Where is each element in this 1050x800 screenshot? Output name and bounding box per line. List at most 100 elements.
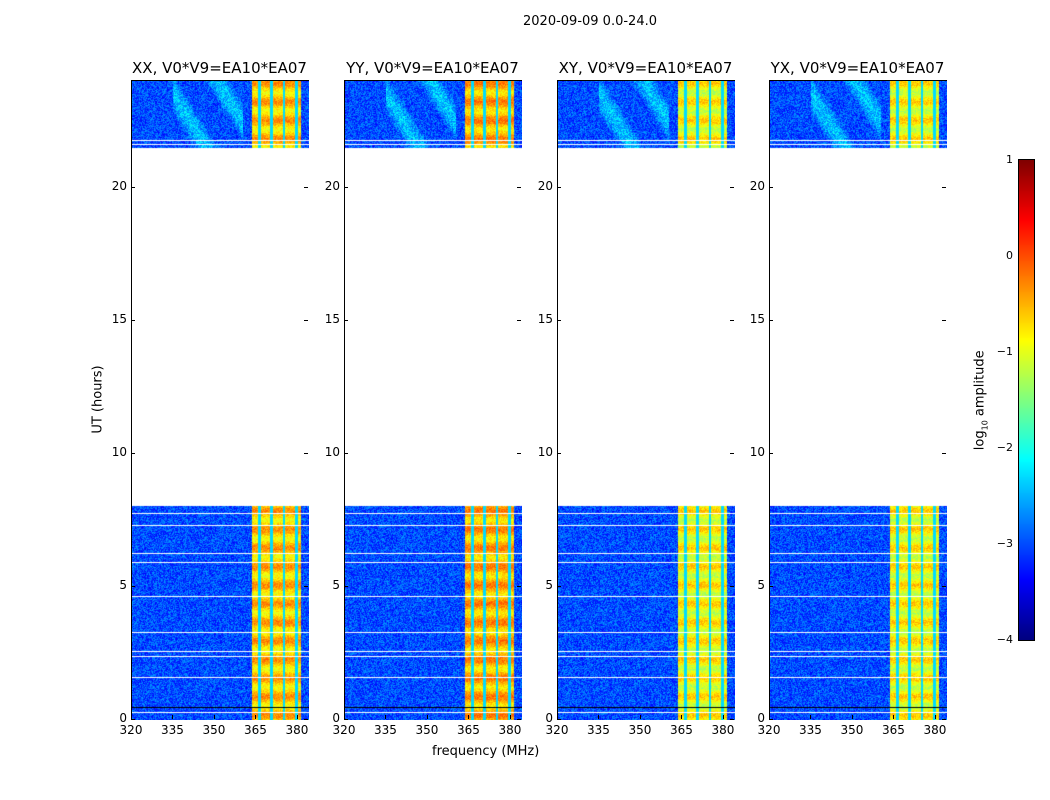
- x-tick-label: 320: [119, 723, 143, 737]
- heatmap-image: [132, 81, 309, 720]
- panel-title: YY, V0*V9=EA10*EA07: [346, 59, 519, 77]
- y-tick-label: 0: [545, 711, 553, 725]
- x-tick-mark: [722, 715, 724, 719]
- colorbar-tick-label: −4: [996, 633, 1013, 646]
- x-tick-label: 320: [757, 723, 781, 737]
- x-tick-mark: [468, 715, 470, 719]
- x-tick-mark: [769, 715, 770, 719]
- x-axis-label: frequency (MHz): [432, 744, 540, 759]
- colorbar-gradient: [1019, 160, 1034, 640]
- y-tick-mark: [730, 719, 734, 720]
- x-tick-label: 320: [332, 723, 356, 737]
- y-tick-label: 0: [119, 711, 127, 725]
- y-tick-label: 0: [332, 711, 340, 725]
- colorbar-tick-label: −2: [996, 441, 1013, 454]
- x-tick-label: 350: [628, 723, 652, 737]
- y-tick-mark: [344, 585, 348, 587]
- y-tick-mark: [131, 186, 135, 188]
- y-tick-label: 20: [537, 178, 553, 193]
- heatmap-image: [770, 81, 947, 720]
- y-tick-mark: [517, 319, 521, 321]
- y-tick-mark: [769, 186, 773, 188]
- y-tick-mark: [942, 186, 946, 188]
- x-tick-mark: [810, 715, 812, 719]
- y-tick-label: 10: [324, 444, 340, 459]
- x-tick-mark: [296, 715, 298, 719]
- y-tick-label: 15: [537, 311, 553, 326]
- x-tick-label: 350: [202, 723, 226, 737]
- x-tick-label: 365: [882, 723, 905, 737]
- colorbar-tick-label: −3: [996, 537, 1013, 550]
- x-tick-label: 350: [840, 723, 864, 737]
- x-tick-label: 380: [498, 723, 522, 737]
- y-tick-label: 20: [111, 178, 127, 193]
- panel-title: YX, V0*V9=EA10*EA07: [770, 59, 945, 77]
- y-tick-mark: [304, 585, 308, 587]
- x-tick-mark: [255, 715, 257, 719]
- x-tick-label: 335: [374, 723, 397, 737]
- figure-title: 2020-09-09 0.0-24.0: [523, 14, 657, 29]
- heatmap-panel-4: [769, 80, 947, 720]
- x-tick-mark: [598, 715, 600, 719]
- y-tick-mark: [344, 319, 348, 321]
- x-tick-mark: [557, 715, 558, 719]
- colorbar-tick-label: 0: [1006, 249, 1013, 262]
- y-tick-label: 15: [324, 311, 340, 326]
- y-tick-mark: [517, 719, 521, 720]
- y-tick-mark: [131, 585, 135, 587]
- x-tick-mark: [131, 715, 132, 719]
- x-tick-mark: [344, 715, 345, 719]
- y-tick-label: 10: [537, 444, 553, 459]
- panel-title: XY, V0*V9=EA10*EA07: [558, 59, 733, 77]
- x-tick-mark: [426, 715, 428, 719]
- y-tick-label: 5: [332, 577, 340, 592]
- y-tick-mark: [131, 719, 135, 720]
- y-tick-mark: [557, 319, 561, 321]
- y-tick-mark: [344, 186, 348, 188]
- y-tick-mark: [131, 452, 135, 454]
- y-tick-mark: [304, 719, 308, 720]
- y-tick-mark: [557, 186, 561, 188]
- y-tick-mark: [344, 452, 348, 454]
- x-tick-label: 335: [161, 723, 184, 737]
- y-tick-mark: [304, 452, 308, 454]
- y-tick-mark: [730, 186, 734, 188]
- y-tick-mark: [131, 319, 135, 321]
- x-tick-label: 365: [670, 723, 693, 737]
- x-tick-label: 335: [799, 723, 822, 737]
- x-tick-label: 365: [244, 723, 267, 737]
- x-tick-label: 350: [415, 723, 439, 737]
- y-tick-mark: [769, 452, 773, 454]
- y-tick-label: 5: [757, 577, 765, 592]
- colorbar-tick-label: 1: [1006, 153, 1013, 166]
- x-tick-mark: [213, 715, 215, 719]
- y-tick-label: 10: [111, 444, 127, 459]
- x-tick-label: 380: [711, 723, 735, 737]
- y-tick-label: 5: [545, 577, 553, 592]
- y-tick-mark: [769, 585, 773, 587]
- y-tick-mark: [557, 452, 561, 454]
- x-tick-label: 380: [923, 723, 947, 737]
- y-tick-mark: [517, 186, 521, 188]
- y-tick-mark: [557, 719, 561, 720]
- x-tick-label: 365: [457, 723, 480, 737]
- heatmap-image: [345, 81, 522, 720]
- y-tick-label: 10: [749, 444, 765, 459]
- x-tick-label: 335: [587, 723, 610, 737]
- y-tick-mark: [942, 452, 946, 454]
- y-tick-mark: [557, 585, 561, 587]
- y-tick-label: 15: [111, 311, 127, 326]
- x-tick-mark: [893, 715, 895, 719]
- colorbar: [1018, 159, 1035, 641]
- y-tick-mark: [730, 585, 734, 587]
- y-tick-mark: [517, 585, 521, 587]
- y-axis-label: UT (hours): [90, 365, 106, 434]
- y-tick-label: 5: [119, 577, 127, 592]
- heatmap-panel-1: [131, 80, 309, 720]
- x-tick-mark: [385, 715, 387, 719]
- y-tick-mark: [942, 319, 946, 321]
- y-tick-mark: [304, 319, 308, 321]
- y-tick-label: 0: [757, 711, 765, 725]
- x-tick-mark: [934, 715, 936, 719]
- x-tick-mark: [509, 715, 511, 719]
